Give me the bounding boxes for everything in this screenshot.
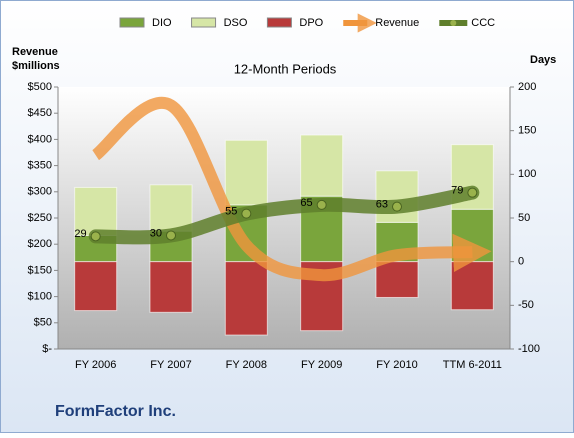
data-label: 63 [376, 199, 388, 211]
y2-tick-label: 100 [518, 168, 536, 180]
y-tick-label: $200 [28, 238, 52, 250]
bar [450, 261, 494, 311]
ccc-point [467, 187, 478, 198]
y-tick-label: $250 [28, 212, 52, 224]
legend-label: DSO [224, 17, 248, 29]
data-label: 30 [150, 227, 162, 239]
legend-swatch [450, 20, 457, 26]
ccc-point [392, 201, 402, 212]
y-tick-label: $- [42, 343, 52, 355]
legend-label: Revenue [375, 17, 419, 29]
data-label: 65 [300, 197, 312, 209]
y-tick-label: $50 [34, 317, 52, 329]
x-tick-label: TTM 6-2011 [443, 359, 502, 371]
ccc-line [88, 185, 480, 245]
y-axis-title: $millions [12, 60, 60, 72]
data-label: 79 [451, 185, 463, 197]
footer: FormFactor Inc. [55, 403, 176, 420]
bar [74, 261, 118, 312]
legend-swatch [119, 17, 145, 28]
x-tick-label: FY 2006 [75, 359, 116, 371]
y-tick-label: $300 [28, 186, 52, 198]
y-tick-label: $500 [28, 81, 52, 93]
bar [149, 261, 193, 313]
data-label: 55 [225, 206, 237, 218]
y-axis-title: Revenue [12, 46, 58, 58]
ccc-point [241, 208, 252, 219]
bar [224, 261, 268, 336]
legend-label: DPO [299, 17, 323, 29]
y2-tick-label: 150 [518, 125, 536, 137]
legend-swatch [191, 17, 217, 28]
legend-label: DIO [152, 17, 172, 29]
y2-axis-title: Days [530, 54, 556, 66]
revenue-line [91, 96, 492, 282]
bar [224, 139, 268, 206]
legend-label: CCC [471, 17, 495, 29]
bar [375, 261, 419, 298]
x-tick-label: FY 2007 [150, 359, 191, 371]
data-label: 29 [74, 228, 86, 240]
chart-title: 12-Month Periods [234, 61, 337, 76]
ccc-point [90, 231, 101, 242]
y-tick-label: $400 [28, 133, 52, 145]
ccc-point [316, 199, 327, 210]
y2-tick-label: 50 [518, 212, 530, 224]
x-tick-label: FY 2010 [376, 359, 417, 371]
x-tick-label: FY 2008 [226, 359, 267, 371]
bar [74, 186, 118, 236]
x-tick-label: FY 2009 [301, 359, 342, 371]
bar [149, 184, 193, 232]
plot-area [58, 87, 510, 349]
ccc-point [166, 230, 176, 241]
y-tick-label: $350 [28, 160, 52, 172]
y-tick-label: $100 [28, 291, 52, 303]
bar [375, 170, 419, 223]
y2-tick-label: 200 [518, 81, 536, 93]
y2-tick-label: -50 [518, 299, 534, 311]
y-tick-label: $150 [28, 264, 52, 276]
bar [300, 134, 344, 197]
legend-swatch [266, 17, 292, 28]
y2-tick-label: -100 [518, 343, 540, 355]
y2-tick-label: 0 [518, 256, 524, 268]
y-tick-label: $450 [28, 107, 52, 119]
